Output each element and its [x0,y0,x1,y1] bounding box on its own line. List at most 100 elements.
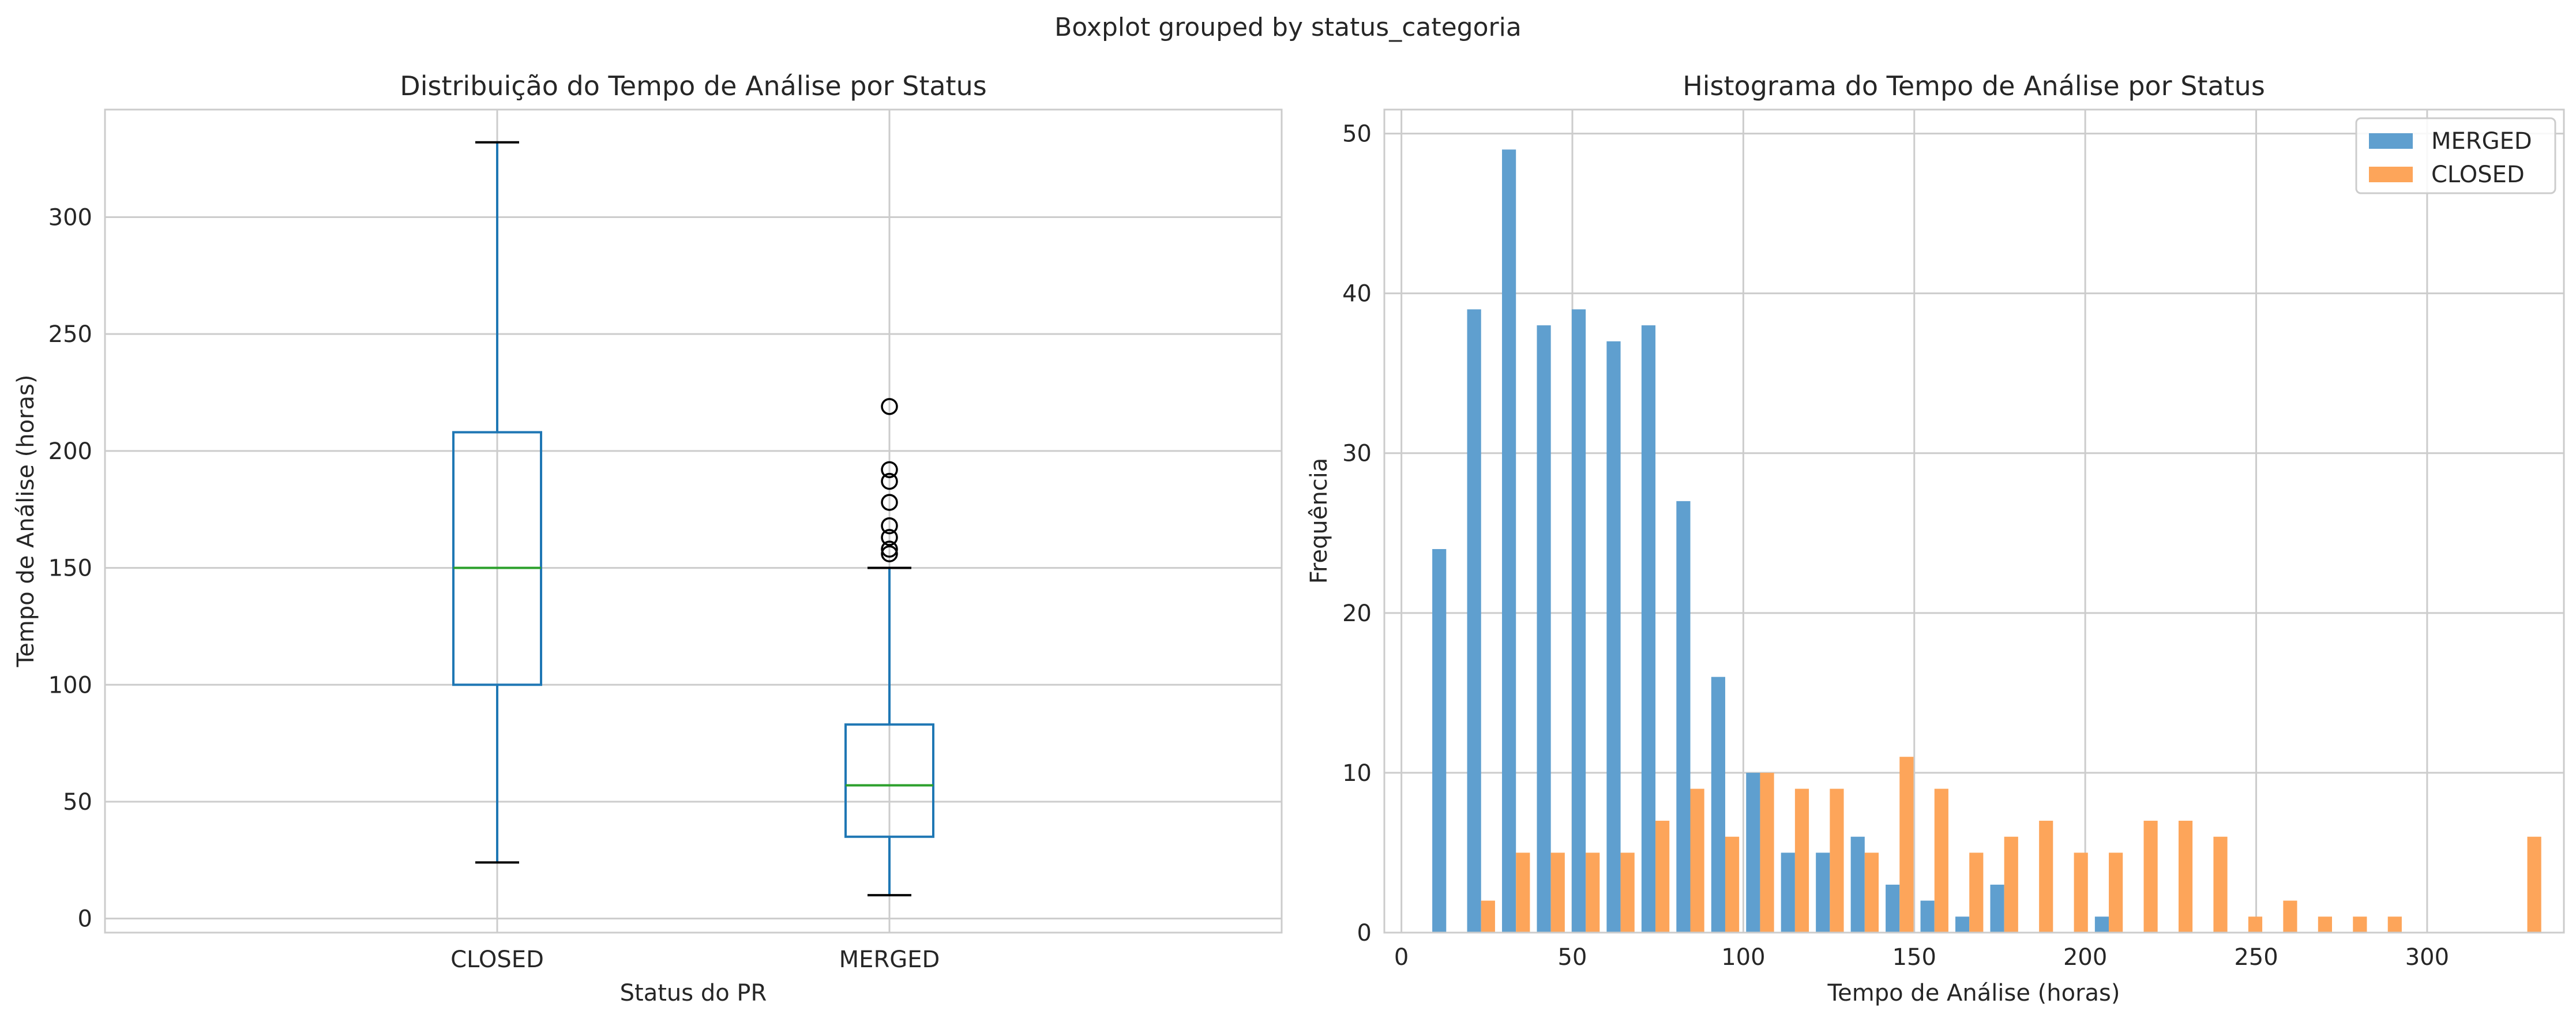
histogram-x-tick-label: 0 [1394,944,1409,971]
boxplot-y-tick-label: 250 [48,321,92,348]
bar-closed [1481,900,1495,933]
histogram-title: Histograma do Tempo de Análise por Statu… [1683,70,2265,102]
bar-closed [2248,916,2263,933]
bar-closed [2109,852,2123,933]
outlier-point [881,472,898,490]
histogram-plot-area [1384,110,2564,933]
histogram-y-ticks: 0 10 20 30 40 50 [1342,121,1372,946]
bar-closed [1620,852,1635,933]
bar-merged [1432,548,1447,933]
iqr-box [844,723,934,838]
bar-closed [1794,788,1809,933]
outlier-point [881,545,898,563]
histogram-y-tick-label: 40 [1342,281,1372,307]
bar-merged [1571,309,1586,933]
bar-merged [1676,501,1691,933]
boxplot-y-tick-label: 0 [78,906,92,933]
bar-closed [1830,788,1844,933]
bar-closed [2283,900,2297,933]
bar-merged [1850,836,1865,933]
bar-closed [1969,852,1984,933]
histogram-y-axis-label: Frequência [1306,458,1332,584]
boxplot-x-tick-label: MERGED [839,946,940,973]
bar-closed [2074,852,2088,933]
boxplot-plot-area [105,110,1282,933]
bar-closed [1586,852,1600,933]
histogram-legend: MERGED CLOSED [2355,117,2556,194]
bar-closed [1864,852,1879,933]
bar-merged [1816,852,1830,933]
boxplot-y-axis-label: Tempo de Análise (horas) [13,375,39,668]
bar-merged [1467,309,1481,933]
bar-merged [1781,852,1795,933]
histogram-x-axis-label: Tempo de Análise (horas) [1827,980,2120,1006]
boxplot-y-tick-label: 50 [63,789,92,816]
box-closed [452,141,542,864]
boxplot-y-ticks: 0 50 100 150 200 250 300 [48,204,92,932]
bar-closed [1550,852,1565,933]
boxplot-gridlines [105,110,1282,933]
figure-suptitle: Boxplot grouped by status_categoria [1054,13,1522,42]
boxplot-axes: 0 50 100 150 200 250 300 CLOSED MERGED Distribu… [13,70,1283,1006]
bar-closed [2143,821,2158,933]
legend-label-merged: MERGED [2431,128,2532,155]
boxplot-y-tick-label: 300 [48,204,92,231]
bar-merged [1537,325,1551,933]
histogram-x-tick-label: 300 [2405,944,2449,971]
outlier-point [881,398,898,415]
histogram-y-tick-label: 10 [1342,760,1372,787]
histogram-y-tick-label: 30 [1342,441,1372,467]
box-merged [844,398,934,897]
histogram-x-ticks: 0 50 100 150 200 250 300 [1394,944,2449,971]
boxplot-boxes [452,141,934,897]
histogram-x-tick-label: 100 [1721,944,1765,971]
boxplot-x-ticks: CLOSED MERGED [450,946,940,973]
boxplot-x-tick-label: CLOSED [450,946,544,973]
outlier-point [881,461,898,479]
boxplot-x-axis-label: Status do PR [620,980,767,1006]
histogram-y-tick-label: 0 [1357,920,1372,946]
bar-merged [1886,884,1900,933]
bar-closed [1690,788,1704,933]
iqr-box [452,431,542,686]
histogram-y-tick-label: 20 [1342,600,1372,627]
bar-closed [2039,821,2053,933]
bar-merged [1920,900,1935,933]
bar-closed [1760,772,1774,933]
bar-closed [2318,916,2332,933]
bar-merged [1955,916,1970,933]
histogram-spines [1383,108,2565,934]
legend-label-closed: CLOSED [2431,161,2525,188]
bar-closed [1725,836,1740,933]
histogram-bars [1432,149,2541,933]
bar-closed [1899,757,1914,933]
bar-closed [2004,836,2018,933]
outlier-point [881,540,898,558]
legend-swatch-closed [2369,167,2413,182]
boxplot-title: Distribuição do Tempo de Análise por Sta… [400,70,986,102]
bar-merged [1990,884,2004,933]
bar-closed [1934,788,1948,933]
bar-closed [2387,916,2402,933]
bar-merged [2094,916,2109,933]
histogram-x-tick-label: 200 [2063,944,2107,971]
bar-merged [1502,149,1516,933]
histogram-axes: 0 10 20 30 40 50 0 50 100 150 200 250 300 Histogram… [1306,70,2565,1006]
histogram-x-tick-label: 250 [2234,944,2278,971]
bar-closed [2178,821,2193,933]
bar-closed [1655,821,1670,933]
outlier-point [881,494,898,511]
boxplot-spines [104,108,1283,934]
outlier-point [881,529,898,546]
legend-swatch-merged [2369,133,2413,149]
outlier-point [881,517,898,535]
bar-closed [2353,916,2367,933]
histogram-x-tick-label: 50 [1558,944,1587,971]
boxplot-y-tick-label: 150 [48,555,92,582]
bar-closed [1516,852,1530,933]
histogram-y-tick-label: 50 [1342,121,1372,148]
boxplot-y-tick-label: 200 [48,438,92,465]
bar-closed [2527,836,2541,933]
histogram-x-tick-label: 150 [1892,944,1936,971]
